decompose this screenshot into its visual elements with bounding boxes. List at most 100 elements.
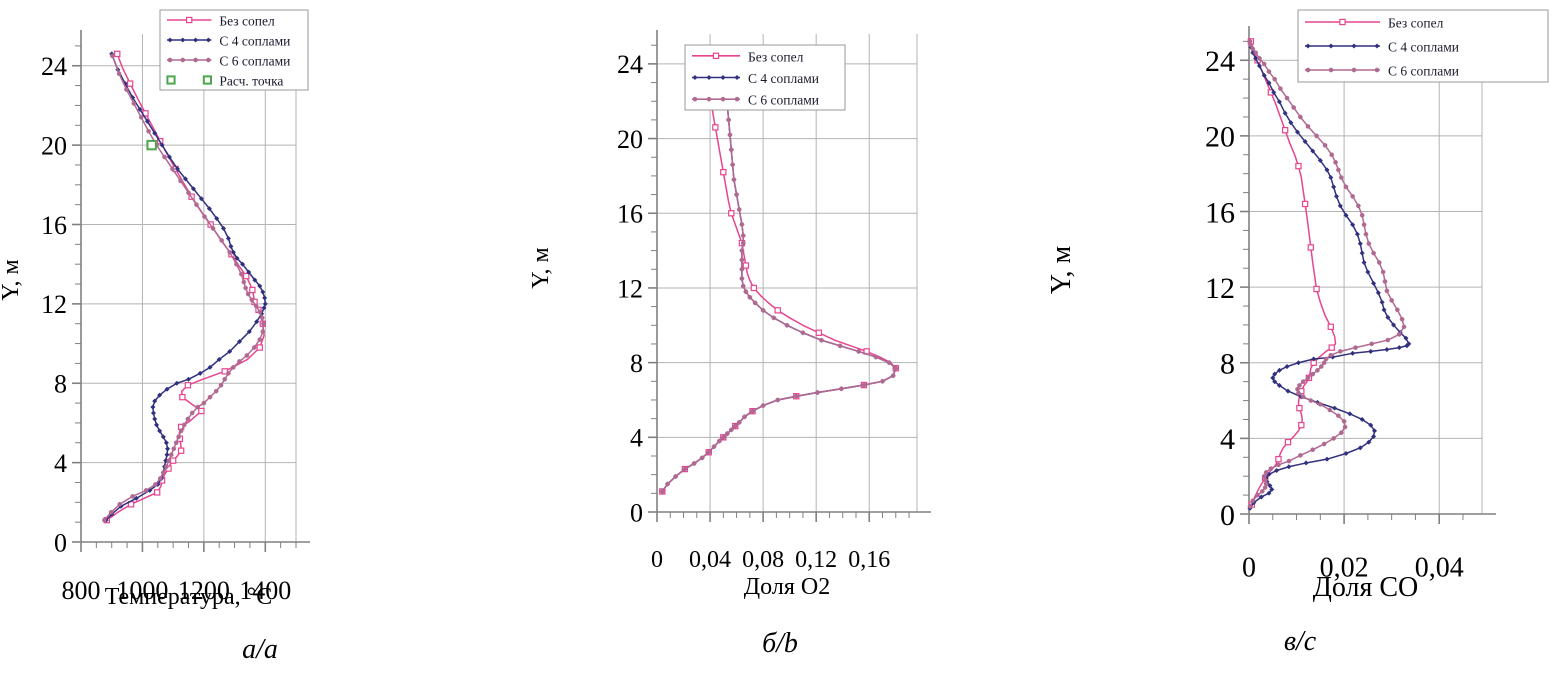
data-point-marker: [861, 382, 867, 388]
data-point-marker: [1359, 212, 1365, 218]
data-point-marker: [152, 398, 158, 404]
legend-label: С 6 соплами: [219, 54, 290, 69]
data-point-marker: [150, 410, 157, 416]
data-point-marker: [742, 262, 750, 269]
data-point-marker: [1371, 250, 1376, 256]
data-point-marker: [1247, 39, 1253, 44]
data-point-marker: [205, 37, 211, 43]
data-point-marker: [252, 277, 258, 283]
chart-svg-c: 0 4 8 12 16 20 24 0 0,02 0,04 Y, м Доля СО Без сопел…: [1046, 9, 1549, 657]
chart-panel-b: 0 4 8 12 16 20 24 0 0,04 0,08 0,12 0,16 Y, м Доля О2 Б…: [520, 0, 1040, 676]
data-point-marker: [152, 130, 158, 136]
series-c: [1247, 39, 1407, 509]
data-point-marker: [1353, 345, 1358, 350]
data-point-marker: [1399, 316, 1405, 322]
data-point-marker: [186, 16, 193, 24]
data-point-marker: [178, 428, 184, 434]
data-point-marker: [253, 303, 259, 309]
data-point-marker: [743, 289, 749, 294]
data-point-marker: [181, 422, 187, 428]
data-point-marker: [1297, 383, 1302, 388]
series-a: [146, 139, 157, 151]
data-point-marker: [246, 269, 252, 275]
data-point-marker: [734, 96, 740, 102]
data-point-marker: [1314, 133, 1319, 139]
data-point-marker: [692, 96, 698, 102]
data-point-marker: [1301, 200, 1309, 208]
data-point-marker: [262, 295, 268, 301]
data-point-marker: [193, 57, 198, 63]
x-tick-label: 0,16: [848, 547, 890, 573]
legend-item[interactable]: Расч. точка: [166, 74, 283, 89]
data-point-marker: [1295, 360, 1302, 366]
data-point-marker: [1313, 285, 1320, 293]
data-point-marker: [1256, 63, 1263, 69]
legend-item[interactable]: Без сопел: [1305, 16, 1444, 31]
data-point-marker: [153, 422, 160, 428]
data-point-marker: [190, 186, 196, 192]
gridlines: [657, 34, 918, 512]
data-point-marker: [1328, 43, 1334, 49]
data-point-marker: [143, 488, 149, 493]
series-a: [103, 51, 268, 523]
data-point-marker: [198, 407, 205, 415]
data-point-marker: [837, 343, 843, 349]
legend-item[interactable]: С 4 соплами: [1305, 40, 1459, 55]
data-point-marker: [1275, 455, 1282, 463]
data-point-marker: [1339, 18, 1346, 26]
data-point-marker: [131, 101, 137, 106]
data-point-marker: [815, 329, 823, 336]
data-point-marker: [194, 202, 199, 207]
data-point-marker: [1266, 490, 1272, 496]
data-point-marker: [160, 470, 166, 475]
data-point-marker: [246, 329, 252, 335]
data-point-marker: [1295, 386, 1300, 392]
series-c: [1247, 38, 1337, 508]
data-point-marker: [1253, 55, 1259, 61]
data-point-marker: [1359, 416, 1365, 423]
data-point-marker: [114, 50, 121, 58]
data-point-marker: [1263, 481, 1269, 487]
data-point-marker: [711, 444, 717, 449]
legend-item[interactable]: Без сопел: [167, 14, 275, 29]
data-point-marker: [1296, 390, 1301, 396]
data-point-marker: [880, 378, 885, 384]
data-point-marker: [165, 446, 171, 452]
legend-item[interactable]: С 4 соплами: [692, 71, 819, 86]
legend-item[interactable]: С 6 соплами: [167, 54, 290, 69]
data-point-marker: [734, 192, 739, 197]
tick-labels: 0 4 8 12 16 20 24 0 0,04 0,08 0,12 0,16: [617, 50, 890, 573]
data-point-marker: [239, 261, 246, 267]
legend-item[interactable]: Без сопел: [692, 49, 804, 64]
data-point-marker: [206, 57, 211, 63]
data-point-marker: [739, 257, 745, 263]
y-tick-label: 12: [617, 274, 643, 303]
legend-item[interactable]: С 6 соплами: [692, 93, 819, 108]
data-point-marker: [1308, 398, 1314, 403]
data-point-marker: [1331, 436, 1336, 441]
data-point-marker: [1328, 67, 1334, 73]
data-point-marker: [1310, 371, 1316, 377]
data-point-marker: [775, 397, 781, 403]
data-point-marker: [1343, 450, 1349, 457]
y-tick-label: 8: [630, 349, 643, 378]
series-b: [659, 50, 899, 495]
data-point-marker: [237, 359, 242, 364]
data-point-marker: [1384, 288, 1390, 294]
panel-caption-b: б/b: [762, 628, 798, 659]
data-point-marker: [747, 294, 753, 300]
data-point-marker: [1300, 394, 1306, 400]
data-point-marker: [886, 360, 892, 365]
data-point-marker: [1255, 492, 1260, 498]
legend-item[interactable]: С 6 соплами: [1305, 64, 1459, 79]
y-axis-title: Y, м: [1046, 246, 1077, 295]
data-point-marker: [1338, 175, 1344, 180]
data-point-marker: [1263, 470, 1269, 475]
tick-labels: 0 4 8 12 16 20 24 0 0,02 0,04: [1205, 45, 1464, 583]
data-point-marker: [239, 271, 244, 277]
data-point-marker: [1285, 388, 1291, 394]
data-point-marker: [117, 501, 123, 507]
legend-item[interactable]: С 4 соплами: [167, 34, 290, 49]
data-point-marker: [1327, 407, 1333, 413]
legend-label: Без сопел: [219, 14, 275, 29]
